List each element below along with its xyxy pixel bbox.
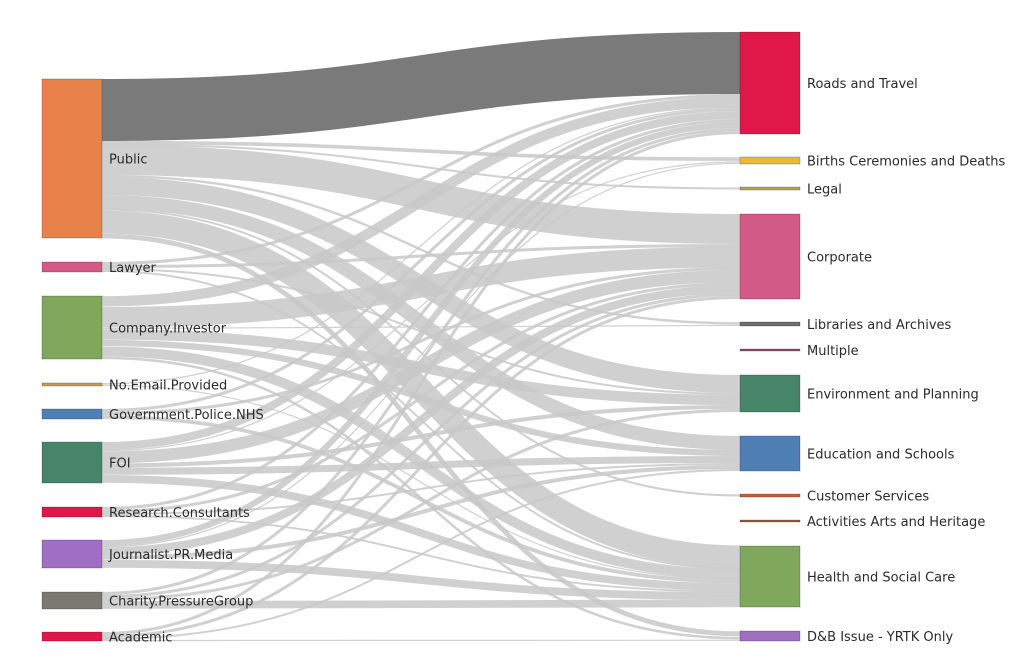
sankey-link-public-to-libraries[interactable] [101,174,741,325]
target-node-label: D&B Issue - YRTK Only [807,630,953,645]
target-node-label: Corporate [807,251,872,266]
sankey-link-gov-to-corporate[interactable] [101,267,741,415]
target-node-label: Legal [807,183,842,198]
target-node-corporate[interactable] [739,213,801,300]
source-node-public[interactable] [41,78,103,239]
target-node-label: Multiple [807,344,859,359]
target-node-label: Health and Social Care [807,571,955,586]
source-node-label: Company.Investor [109,322,227,337]
sankey-link-foi-to-environment[interactable] [101,404,741,468]
source-node-academic[interactable] [41,631,103,642]
sankey-nodes [41,31,801,642]
sankey-link-lawyer-to-corporate[interactable] [101,244,741,268]
sankey-link-public-to-legal[interactable] [101,143,741,190]
source-node-label: Public [109,153,147,168]
sankey-link-journalist-to-health[interactable] [101,559,741,600]
target-node-dandb[interactable] [739,630,801,642]
sankey-link-foi-to-births[interactable] [101,161,741,452]
sankey-link-noemail-to-health[interactable] [101,384,741,580]
sankey-link-company-to-corporate[interactable] [101,246,741,328]
sankey-link-academic-to-corporate[interactable] [101,296,741,638]
sankey-link-company-to-libraries[interactable] [101,324,741,330]
sankey-link-research-to-corporate[interactable] [101,282,741,513]
target-node-legal[interactable] [739,186,801,191]
target-node-label: Births Ceremonies and Deaths [807,155,1006,170]
sankey-link-journalist-to-births[interactable] [101,162,741,548]
target-node-label: Libraries and Archives [807,318,952,333]
target-node-label: Activities Arts and Heritage [807,515,985,530]
sankey-link-charity-to-roads[interactable] [101,128,741,595]
sankey-link-public-to-roads[interactable] [101,32,741,141]
source-node-label: No.Email.Provided [109,379,227,394]
source-node-label: Lawyer [109,261,157,276]
sankey-link-foi-to-roads[interactable] [101,110,741,451]
sankey-link-research-to-education[interactable] [101,463,741,515]
sankey-link-journalist-to-education[interactable] [101,464,741,560]
sankey-link-charity-to-corporate[interactable] [101,293,741,598]
sankey-link-company-to-roads[interactable] [101,96,741,307]
source-node-foi[interactable] [41,441,103,484]
sankey-link-journalist-to-corporate[interactable] [101,284,741,556]
sankey-link-public-to-health[interactable] [101,210,741,569]
sankey-link-research-to-roads[interactable] [101,119,741,510]
source-node-research[interactable] [41,506,103,518]
target-node-roads[interactable] [739,31,801,135]
sankey-link-public-to-corporate[interactable] [101,145,741,244]
sankey-link-noemail-to-roads[interactable] [101,106,741,385]
sankey-link-academic-to-education[interactable] [101,469,741,640]
target-node-label: Environment and Planning [807,388,979,403]
target-node-activities[interactable] [739,519,801,523]
sankey-link-charity-to-environment[interactable] [101,409,741,601]
target-node-customer[interactable] [739,493,801,498]
source-node-label: Government.Police.NHS [109,408,264,423]
sankey-link-public-to-education[interactable] [101,195,741,450]
sankey-links [101,32,741,642]
source-node-label: FOI [109,457,131,472]
target-node-label: Roads and Travel [807,77,918,92]
source-node-journalist[interactable] [41,539,103,569]
sankey-link-gov-to-roads[interactable] [101,108,741,412]
sankey-link-academic-to-roads[interactable] [101,131,741,635]
target-node-education[interactable] [739,435,801,472]
sankey-labels: Public Lawyer Company.Investor No.Email.Pro… [108,77,1006,646]
source-node-lawyer[interactable] [41,261,103,273]
target-node-label: Education and Schools [807,448,955,463]
source-node-label: Academic [109,631,172,646]
sankey-link-foi-to-corporate[interactable] [101,269,741,464]
source-node-label: Charity.PressureGroup [109,595,253,610]
source-node-label: Journalist.PR.Media [108,548,233,563]
target-node-label: Customer Services [807,490,929,505]
sankey-link-lawyer-to-roads[interactable] [101,94,741,265]
target-node-births[interactable] [739,156,801,165]
target-node-health[interactable] [739,545,801,608]
source-node-company[interactable] [41,295,103,360]
sankey-link-foi-to-health[interactable] [101,475,741,591]
source-node-noemail[interactable] [41,382,103,387]
source-node-charity[interactable] [41,591,103,610]
source-node-label: Research.Consultants [109,506,250,521]
target-node-environment[interactable] [739,374,801,413]
source-node-gov[interactable] [41,408,103,420]
target-node-multiple[interactable] [739,348,801,352]
target-node-libraries[interactable] [739,321,801,327]
sankey-link-journalist-to-roads[interactable] [101,121,741,547]
